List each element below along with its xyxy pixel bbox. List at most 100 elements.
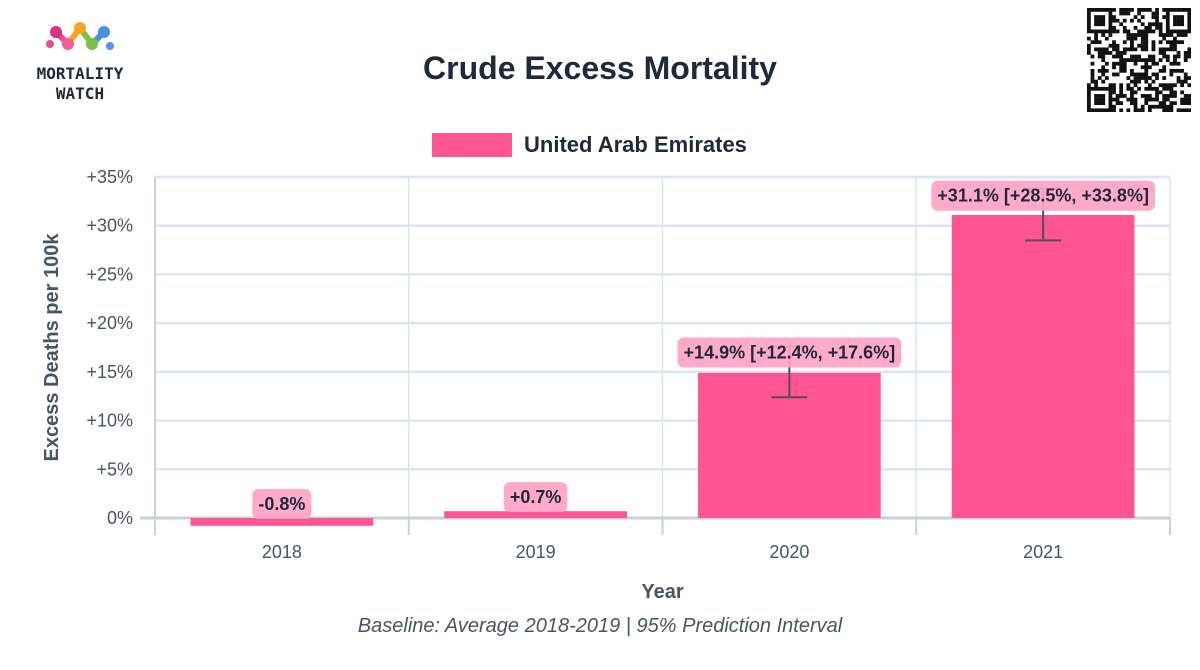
qr-module xyxy=(1144,72,1149,77)
qr-module xyxy=(1144,65,1149,70)
qr-module xyxy=(1173,61,1177,66)
qr-module xyxy=(1097,108,1102,112)
qr-module xyxy=(1101,79,1106,84)
qr-module xyxy=(1147,97,1152,102)
legend[interactable]: United Arab Emirates xyxy=(432,132,747,158)
qr-module xyxy=(1097,97,1102,102)
qr-module xyxy=(1122,29,1127,34)
qr-module xyxy=(1158,25,1163,30)
qr-module xyxy=(1173,54,1177,59)
qr-module xyxy=(1101,54,1106,59)
qr-module xyxy=(1180,18,1185,23)
qr-module xyxy=(1155,76,1159,80)
qr-module xyxy=(1162,108,1167,112)
qr-module xyxy=(1173,29,1177,34)
qr-module xyxy=(1165,11,1170,16)
qr-module xyxy=(1173,90,1177,95)
qr-module xyxy=(1144,101,1149,106)
qr-module xyxy=(1137,43,1141,48)
qr-module xyxy=(1130,90,1134,95)
qr-module xyxy=(1173,58,1177,62)
qr-module xyxy=(1119,68,1124,73)
x-tick-label: 2019 xyxy=(516,542,556,562)
qr-module xyxy=(1087,97,1091,102)
qr-module xyxy=(1155,8,1159,12)
qr-module xyxy=(1151,11,1156,16)
qr-module xyxy=(1180,79,1185,84)
qr-module xyxy=(1112,25,1116,30)
qr-module xyxy=(1087,83,1091,88)
x-tick-label: 2021 xyxy=(1023,542,1063,562)
qr-module xyxy=(1094,47,1098,52)
qr-module xyxy=(1165,47,1170,52)
qr-code-icon[interactable] xyxy=(1087,8,1191,112)
qr-module xyxy=(1173,36,1177,41)
qr-module xyxy=(1137,8,1141,12)
qr-module xyxy=(1097,8,1102,12)
qr-module xyxy=(1176,61,1181,66)
qr-module xyxy=(1090,86,1095,91)
qr-module xyxy=(1180,90,1185,95)
qr-module xyxy=(1094,8,1098,12)
qr-module xyxy=(1162,76,1167,80)
qr-module xyxy=(1104,51,1109,55)
qr-module xyxy=(1108,86,1113,91)
data-label-bg xyxy=(252,489,312,519)
qr-module xyxy=(1094,36,1098,41)
qr-module xyxy=(1133,61,1138,66)
qr-module xyxy=(1087,8,1091,12)
qr-module xyxy=(1094,94,1098,98)
qr-module xyxy=(1144,76,1149,80)
qr-module xyxy=(1130,94,1134,98)
y-tick-label: +25% xyxy=(86,264,133,284)
qr-module xyxy=(1169,90,1174,95)
qr-module xyxy=(1115,72,1120,77)
qr-module xyxy=(1097,86,1102,91)
qr-module xyxy=(1097,40,1102,45)
qr-module xyxy=(1112,90,1116,95)
qr-module xyxy=(1151,61,1156,66)
qr-module xyxy=(1126,33,1131,37)
qr-module xyxy=(1187,15,1191,19)
qr-module xyxy=(1108,43,1113,48)
qr-module xyxy=(1147,29,1152,34)
qr-module xyxy=(1122,61,1127,66)
qr-module xyxy=(1112,86,1116,91)
qr-module xyxy=(1176,40,1181,45)
qr-module xyxy=(1165,97,1170,102)
qr-module xyxy=(1133,104,1138,109)
qr-module xyxy=(1108,25,1113,30)
qr-module xyxy=(1183,76,1188,80)
qr-module xyxy=(1140,104,1145,109)
qr-module xyxy=(1126,58,1131,62)
qr-module xyxy=(1094,40,1098,45)
bar-2018 xyxy=(190,518,374,526)
qr-module xyxy=(1140,22,1145,27)
qr-module xyxy=(1144,36,1149,41)
qr-module xyxy=(1187,94,1191,98)
qr-module xyxy=(1187,101,1191,106)
qr-module xyxy=(1108,22,1113,27)
qr-module xyxy=(1112,61,1116,66)
qr-module xyxy=(1162,68,1167,73)
qr-module xyxy=(1173,94,1177,98)
qr-module xyxy=(1137,29,1141,34)
qr-module xyxy=(1180,68,1185,73)
qr-module xyxy=(1133,101,1138,106)
qr-module xyxy=(1133,15,1138,19)
qr-module xyxy=(1169,40,1174,45)
qr-module xyxy=(1115,101,1120,106)
qr-module xyxy=(1137,58,1141,62)
qr-module xyxy=(1101,15,1106,19)
qr-module xyxy=(1094,33,1098,37)
qr-module xyxy=(1176,15,1181,19)
qr-module xyxy=(1090,68,1095,73)
qr-module xyxy=(1130,68,1134,73)
qr-module xyxy=(1165,8,1170,12)
qr-module xyxy=(1151,72,1156,77)
qr-module xyxy=(1176,68,1181,73)
qr-module xyxy=(1169,43,1174,48)
qr-module xyxy=(1122,68,1127,73)
qr-module xyxy=(1183,54,1188,59)
qr-module xyxy=(1183,33,1188,37)
